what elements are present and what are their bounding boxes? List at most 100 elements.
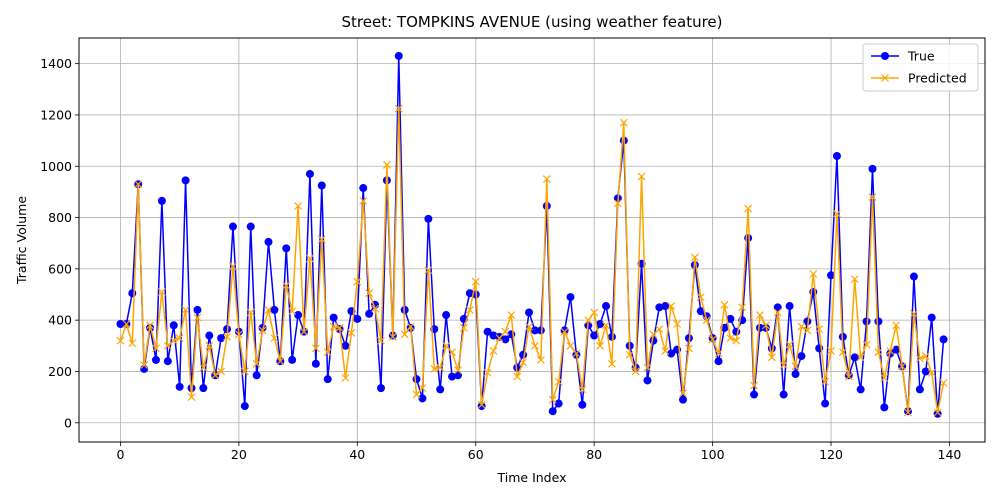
x-marker-stroke <box>750 381 758 390</box>
x-marker-stroke <box>306 254 314 263</box>
data-point-predicted <box>288 307 297 316</box>
x-marker-stroke <box>844 372 853 381</box>
data-point-predicted <box>874 348 883 357</box>
data-point-predicted <box>223 332 231 341</box>
y-tick-label: 1000 <box>40 159 72 174</box>
x-marker-stroke <box>542 175 551 184</box>
data-point-predicted <box>436 363 445 372</box>
data-point-true <box>602 302 611 311</box>
x-marker-stroke <box>146 321 154 330</box>
data-point-predicted <box>157 288 166 296</box>
plot-area <box>78 37 986 443</box>
x-marker-stroke <box>128 339 137 348</box>
data-point-predicted <box>643 363 652 372</box>
y-axis: 0 200 400 600 800 1000 1200 1400 <box>40 56 79 430</box>
x-marker-stroke <box>359 196 368 205</box>
data-point-predicted <box>282 281 291 290</box>
x-marker-stroke <box>347 329 356 337</box>
x-marker-stroke <box>661 347 670 355</box>
data-point-true <box>329 313 338 322</box>
data-point-true <box>394 51 403 60</box>
data-point-predicted <box>667 302 676 310</box>
data-point-predicted <box>140 361 149 369</box>
data-point-predicted <box>619 118 628 127</box>
data-point-true <box>377 384 385 393</box>
data-point-predicted <box>418 384 427 393</box>
x-marker-stroke <box>400 330 409 339</box>
data-point-true <box>525 308 534 317</box>
data-point-predicted <box>785 340 794 349</box>
data-point-predicted <box>335 323 344 332</box>
x-marker-stroke <box>507 311 516 319</box>
x-marker-stroke <box>140 361 149 369</box>
data-point-true <box>791 370 800 379</box>
x-marker-stroke <box>921 352 930 360</box>
data-point-predicted <box>761 321 770 330</box>
x-marker-stroke <box>596 341 605 350</box>
data-point-predicted <box>756 311 764 319</box>
data-point-true <box>240 402 249 411</box>
data-point-predicted <box>821 377 830 386</box>
x-marker-stroke <box>341 373 350 382</box>
legend: True Predicted <box>862 43 979 92</box>
data-point-true <box>868 164 877 173</box>
data-point-true <box>311 359 320 368</box>
data-point-predicted <box>323 348 332 357</box>
data-point-predicted <box>809 270 818 278</box>
data-point-true <box>519 350 528 359</box>
data-point-predicted <box>442 341 451 350</box>
x-tick-label: 80 <box>586 447 602 462</box>
x-marker-stroke <box>270 334 279 343</box>
x-marker-stroke <box>175 334 184 343</box>
x-marker-stroke <box>531 341 539 350</box>
data-point-true <box>536 326 545 335</box>
data-point-predicted <box>850 275 859 284</box>
data-point-true <box>294 311 303 320</box>
data-point-true <box>696 307 705 316</box>
x-tick-label: 40 <box>349 447 365 462</box>
data-point-predicted <box>412 390 421 399</box>
x-marker-stroke <box>418 384 427 393</box>
data-point-predicted <box>495 334 504 343</box>
x-marker-stroke <box>560 327 569 336</box>
x-marker-stroke <box>489 347 498 355</box>
data-point-true <box>797 352 806 361</box>
x-marker-stroke <box>868 193 877 201</box>
y-tick-label: 400 <box>48 313 72 328</box>
data-point-true <box>667 349 676 358</box>
x-marker-stroke <box>365 289 374 298</box>
data-point-true <box>933 409 942 418</box>
x-marker-stroke <box>714 349 723 358</box>
x-marker-stroke <box>696 293 705 301</box>
x-marker-stroke <box>886 347 895 355</box>
x-tick-label: 140 <box>938 447 962 462</box>
x-marker-stroke <box>519 358 528 367</box>
data-point-predicted <box>306 254 314 263</box>
data-point-predicted <box>525 322 533 331</box>
x-tick-label: 100 <box>701 447 725 462</box>
x-marker-stroke <box>898 362 907 371</box>
x-marker-stroke <box>862 340 871 349</box>
series-layer <box>116 51 948 418</box>
x-marker-stroke <box>880 373 889 382</box>
data-point-predicted <box>294 202 303 210</box>
legend-marker <box>881 52 889 60</box>
x-marker-stroke <box>785 340 794 349</box>
data-point-predicted <box>880 373 889 382</box>
x-marker-stroke <box>252 359 261 368</box>
data-point-predicted <box>258 326 267 335</box>
data-point-predicted <box>661 347 670 355</box>
data-point-predicted <box>347 329 356 337</box>
data-point-true <box>199 384 208 393</box>
data-point-true <box>436 385 445 394</box>
x-axis: 0 20 40 60 80 100 120 140 <box>116 442 961 462</box>
data-point-predicted <box>631 367 640 376</box>
x-marker-stroke <box>702 316 711 325</box>
data-point-predicted <box>690 253 699 262</box>
x-marker-stroke <box>809 270 818 278</box>
data-point-predicted <box>300 327 308 336</box>
data-point-true <box>750 390 759 399</box>
x-marker-stroke <box>833 209 841 218</box>
data-point-predicted <box>673 320 682 328</box>
data-point-predicted <box>536 355 545 364</box>
